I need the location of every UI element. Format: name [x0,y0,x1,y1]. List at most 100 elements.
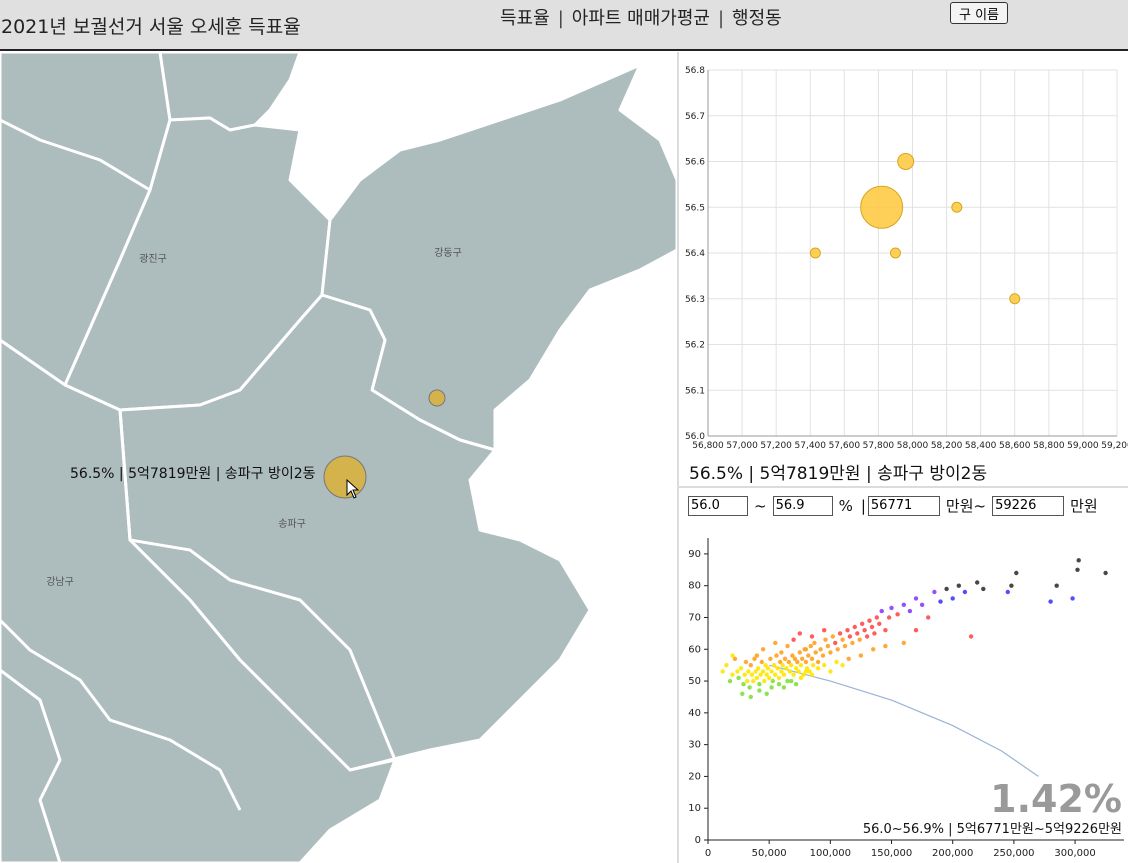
scatter-point [724,663,729,668]
scatter-point [776,682,782,687]
scatter-point [1009,583,1014,588]
scatter-point [753,669,758,674]
x-tick-label: 58,000 [897,441,929,451]
nav-vote-rate[interactable]: 득표율 [500,8,550,29]
scatter-point [883,628,888,633]
price-max-input[interactable] [992,495,1065,516]
scatter-point [760,669,766,674]
scatter-point [1075,567,1080,572]
scatter-point [815,659,821,665]
x-tick-label: 58,200 [931,441,963,451]
scatter-point [769,685,774,690]
scatter-point [803,669,809,674]
dong-marker-small [428,389,446,407]
scatter-point [883,643,888,649]
scatter-point [847,634,853,639]
y-tick-label: 50 [688,676,701,687]
scatter-point [1070,596,1075,601]
app-title: 2021년 보궐선거 서울 오세훈 득표율 [1,16,301,38]
scatter-point [840,637,845,642]
nav-admin-dong[interactable]: 행정동 [732,8,782,29]
scatter-point [748,663,753,668]
scatter-point [793,666,799,671]
scatter-point [872,631,877,636]
scatter-point [781,672,787,677]
scatter-point [790,653,795,658]
x-tick-label: 59,200 [1101,441,1128,451]
scatter-point [869,624,875,630]
scatter-point [727,678,733,684]
zoom-scatter-chart[interactable]: 56,800 57,000 57,200 57,400 57,600 57,800 58,0… [679,52,1128,452]
scatter-point [850,640,855,646]
scatter-point [815,666,821,671]
nav-apartment-price[interactable]: 아파트 매매가평균 [571,8,710,29]
scatter-point [801,672,806,677]
x-tick-label: 57,200 [760,441,792,451]
overview-scatter-chart[interactable]: 0 10 20 30 40 50 60 70 80 90 0 50,000 100,000 150,000… [679,488,1128,863]
scatter-point [769,669,774,674]
scatter-point [807,669,812,674]
scatter-point [759,659,764,665]
scatter-point [812,640,817,646]
scatter-point [747,685,752,690]
scatter-point [778,659,783,665]
scatter-point [800,656,805,661]
scatter-point [803,659,809,665]
district-label-gangdong: 강동구 [434,247,462,259]
pct-unit-label: % [838,496,853,515]
district-label-songpa: 송파구 [278,518,306,530]
district-map[interactable]: 광진구 강동구 송파구 강남구 56.5% | 5억7819만원 | 송파구 방… [0,52,677,863]
scatter-point [770,678,775,684]
scatter-point [792,656,798,661]
scatter-point [837,631,843,636]
zoom-scatter-panel: 56,800 57,000 57,200 57,400 57,600 57,800 58,0… [679,52,1128,485]
y-tick-label: 0 [695,835,701,846]
y-tick-label: 80 [688,581,701,592]
selected-dong-label: 56.5% | 5억7819만원 | 송파구 방이2동 [689,464,988,484]
scatter-point [889,247,901,259]
y-tick-label: 40 [688,708,701,719]
horizontal-divider [679,486,1128,488]
x-tick-label: 57,800 [863,441,895,451]
scatter-point [748,694,753,700]
x-tick-label: 57,400 [795,441,827,451]
scatter-point [926,615,931,620]
y-tick-label: 90 [688,549,701,560]
pct-max-input[interactable] [772,495,833,516]
scatter-point [793,682,799,687]
scatter-point [975,580,980,585]
x-tick-label: 0 [705,848,711,859]
scatter-point [765,666,771,671]
y-tick-label: 70 [688,612,701,623]
scatter-point [962,589,968,595]
scatter-point [889,605,894,611]
scatter-point [798,663,804,668]
scatter-point [774,653,779,658]
x-tick-label: 59,000 [1067,441,1099,451]
scatter-point [779,669,784,674]
scatter-point [757,682,762,687]
price-min-input[interactable] [867,495,940,516]
x-tick-label: 250,000 [993,848,1034,859]
x-tick-label: 58,400 [965,441,997,451]
view-nav: 득표율 | 아파트 매매가평균 | 행정동 [500,4,782,30]
pct-min-input[interactable] [688,495,748,516]
scatter-point [787,669,793,674]
gu-name-button[interactable]: 구 이름 [950,2,1009,24]
scatter-point [852,624,857,630]
scatter-point [743,659,749,665]
scatter-point [809,672,815,677]
scatter-point [1048,599,1053,604]
scatter-point [789,663,794,668]
scatter-point [730,653,735,658]
price-unit-label: 만원 [1070,497,1098,515]
scatter-point [789,678,794,684]
mouse-cursor-icon [346,479,360,499]
filter-separator: | [860,496,866,515]
scatter-point [907,608,913,614]
scatter-point [932,589,937,595]
trend-curve [769,664,1039,777]
x-tick-label: 57,000 [726,441,758,451]
scatter-point [786,659,791,665]
x-tick-label: 300,000 [1054,848,1095,859]
